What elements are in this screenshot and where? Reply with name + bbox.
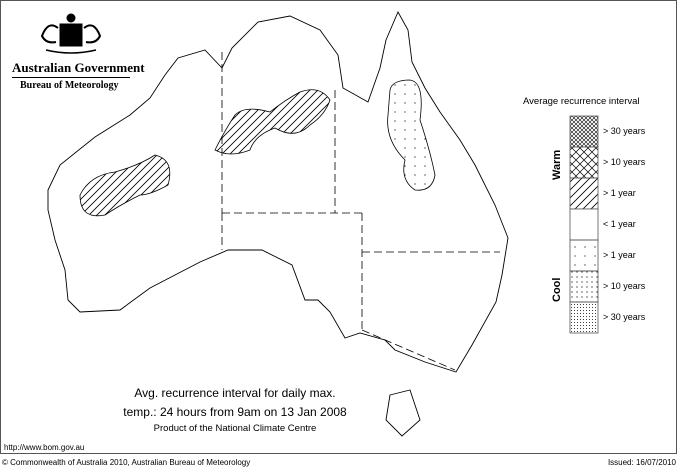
legend-warm-label: Warm [551, 149, 563, 180]
copyright: © Commonwealth of Australia 2010, Austra… [2, 458, 251, 467]
legend-cool-label: Cool [551, 277, 563, 302]
australia-outline [47, 10, 509, 437]
legend-item: > 1 year [603, 188, 636, 198]
region-wa-warm [79, 154, 171, 217]
legend-item: > 30 years [603, 312, 646, 322]
anomaly-regions [79, 79, 436, 217]
legend-item: > 30 years [603, 126, 646, 136]
region-qld-cool [387, 79, 436, 191]
gov-name: Australian Government [12, 60, 145, 75]
map-title-line1: Avg. recurrence interval for daily max. [134, 386, 336, 400]
bureau-name: Bureau of Meteorology [20, 80, 119, 91]
logo-divider [12, 77, 130, 78]
state-borders [221, 52, 500, 371]
legend-swatches [569, 115, 599, 334]
legend-item: < 1 year [603, 219, 636, 229]
map-title-line2: temp.: 24 hours from 9am on 13 Jan 2008 [123, 405, 347, 419]
legend-item: > 10 years [603, 157, 646, 167]
tasmania-outline [385, 389, 421, 437]
map-credit: Product of the National Climate Centre [153, 423, 317, 434]
region-nt-warm [214, 89, 331, 155]
legend-item: > 10 years [603, 281, 646, 291]
legend-title: Average recurrence interval [523, 96, 640, 107]
legend-item: > 1 year [603, 250, 636, 260]
crest-logo [40, 13, 102, 54]
url-link[interactable]: http://www.bom.gov.au [4, 443, 85, 452]
map-frame [0, 0, 677, 454]
issued-date: Issued: 16/07/2010 [607, 458, 676, 467]
